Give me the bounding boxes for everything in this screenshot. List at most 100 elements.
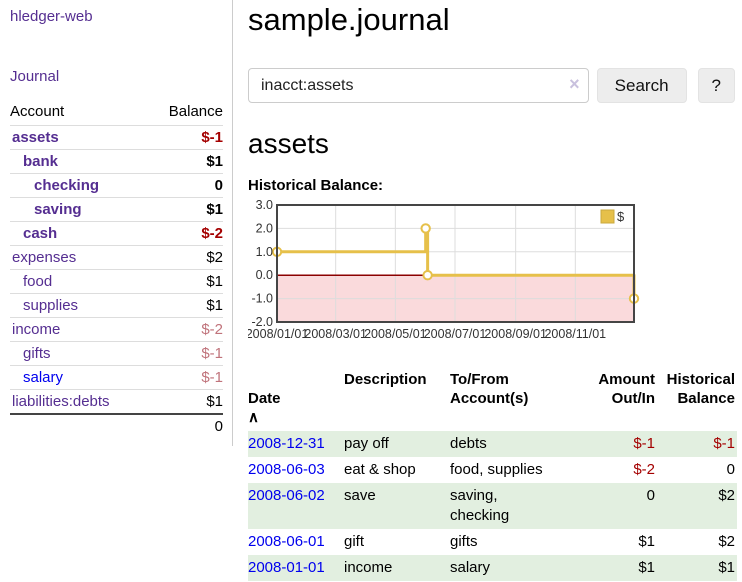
transaction-description-cell: gift (344, 533, 365, 550)
account-balance: $-1 (138, 341, 223, 366)
transaction-description-cell: save (344, 487, 376, 504)
transaction-amount-cell: $-2 (633, 461, 655, 478)
account-balance: $-2 (138, 221, 223, 246)
account-row: cash $-2 (10, 221, 223, 246)
account-balance: $2 (138, 245, 223, 270)
sidebar-item-journal[interactable]: Journal (10, 68, 60, 85)
register-header-date[interactable]: Date ∧ (248, 390, 281, 426)
account-link[interactable]: assets (12, 129, 59, 146)
transaction-balance-cell: $2 (718, 487, 735, 504)
search-input[interactable] (248, 68, 589, 103)
sidebar: hledger-web Journal Account Balance asse… (0, 0, 233, 446)
register-table: Date ∧ Description To/From Account(s) Am… (248, 368, 737, 581)
legend-label: $ (617, 209, 625, 224)
account-balance: $-1 (138, 125, 223, 150)
account-link[interactable]: food (23, 273, 53, 290)
svg-text:2008/07/01: 2008/07/01 (424, 327, 487, 341)
account-link[interactable]: expenses (12, 249, 77, 266)
page-title: sample.journal (248, 2, 450, 37)
svg-text:2.0: 2.0 (256, 221, 273, 235)
historical-balance-chart: $3.0 2.0 1.0 0.0 -1.0 -2.0 2008/01/01 2008/03/0… (246, 198, 735, 347)
transaction-row: 2008-12-31 pay off debts $-1 $-1 (248, 431, 737, 457)
transaction-date-link[interactable]: 2008-06-02 (248, 487, 325, 504)
account-balance: $1 (138, 269, 223, 294)
account-link[interactable]: supplies (23, 297, 79, 314)
transaction-balance-cell: $1 (718, 559, 735, 576)
transaction-description-cell: income (344, 559, 393, 576)
account-link[interactable]: income (12, 321, 61, 338)
transaction-date-link[interactable]: 2008-01-01 (248, 559, 325, 576)
transaction-amount-cell: $1 (638, 533, 655, 550)
transaction-accounts-cell: debts (450, 435, 487, 452)
transaction-balance-cell: $2 (718, 533, 735, 550)
transaction-balance-cell: $-1 (713, 435, 735, 452)
account-link[interactable]: saving (34, 201, 82, 218)
account-row: liabilities:debts $1 (10, 389, 223, 415)
account-row: assets $-1 (10, 125, 223, 150)
svg-text:0.0: 0.0 (256, 268, 273, 282)
register-header-amount: Amount Out/In (598, 371, 655, 407)
account-row: food $1 (10, 269, 223, 294)
svg-text:2008/11/01: 2008/11/01 (544, 327, 606, 341)
transaction-description-cell: pay off (344, 435, 389, 452)
transaction-date-cell: 2008-06-03 (248, 457, 344, 483)
account-link[interactable]: gifts (23, 345, 51, 362)
account-row: income $-2 (10, 317, 223, 342)
plot-border (276, 204, 635, 323)
sort-asc-icon: ∧ (248, 409, 259, 426)
account-balance: $-2 (138, 317, 223, 342)
legend-swatch (600, 209, 615, 224)
svg-text:2008/01/01: 2008/01/01 (248, 327, 308, 341)
register-header-accounts: To/From Account(s) (450, 371, 529, 407)
svg-text:1.0: 1.0 (256, 245, 273, 259)
svg-text:2008/05/01: 2008/05/01 (364, 327, 427, 341)
transaction-row: 2008-06-02 save saving, checking 0 $2 (248, 483, 737, 529)
account-link[interactable]: salary (23, 369, 64, 386)
account-link[interactable]: bank (23, 153, 59, 170)
transaction-accounts-cell: saving, checking (450, 487, 510, 524)
account-row: bank $1 (10, 149, 223, 174)
search-help-button[interactable]: ? (697, 68, 735, 103)
search-bar: × Search ? (248, 68, 735, 103)
transaction-date-link[interactable]: 2008-12-31 (248, 435, 325, 452)
account-link[interactable]: checking (34, 177, 100, 194)
transaction-balance-cell: 0 (726, 461, 735, 478)
account-balance: $-1 (138, 365, 223, 390)
chart-title: Historical Balance: (248, 177, 384, 194)
brand-link[interactable]: hledger-web (10, 8, 93, 25)
register-header-description: Description (344, 371, 427, 388)
register-header-row: Date ∧ Description To/From Account(s) Am… (248, 368, 737, 431)
account-link[interactable]: cash (23, 225, 58, 242)
account-link[interactable]: liabilities:debts (12, 393, 110, 410)
svg-text:-2.0: -2.0 (251, 315, 273, 329)
accounts-table: Account Balance assets $-1 bank $1 checking 0… (10, 100, 223, 438)
search-button[interactable]: Search (596, 68, 687, 103)
transaction-amount-cell: 0 (646, 487, 655, 504)
accounts-header-row: Account Balance (10, 100, 223, 126)
account-balance: $1 (138, 149, 223, 174)
transaction-date-link[interactable]: 2008-06-01 (248, 533, 325, 550)
account-heading: assets (248, 128, 329, 159)
account-balance: $1 (138, 293, 223, 318)
account-row: supplies $1 (10, 293, 223, 318)
main-content: sample.journal × Search ? assets Histori… (246, 0, 737, 581)
account-row: checking 0 (10, 173, 223, 198)
data-point (422, 270, 433, 281)
transaction-date-cell: 2008-06-01 (248, 529, 344, 555)
accounts-header-balance: Balance (138, 100, 223, 126)
clear-search-icon[interactable]: × (569, 74, 580, 94)
transaction-date-cell: 2008-12-31 (248, 431, 344, 457)
account-balance: $1 (138, 197, 223, 222)
transaction-date-cell: 2008-01-01 (248, 555, 344, 581)
accounts-total-value: 0 (138, 413, 223, 438)
transaction-row: 2008-06-03 eat & shop food, supplies $-2 0 (248, 457, 737, 483)
transaction-date-link[interactable]: 2008-06-03 (248, 461, 325, 478)
transaction-accounts-cell: salary (450, 559, 491, 576)
svg-text:2008/03/01: 2008/03/01 (304, 327, 367, 341)
svg-text:3.0: 3.0 (256, 199, 273, 212)
account-row: salary $-1 (10, 365, 223, 390)
register-header-balance: Historical Balance (666, 371, 735, 407)
transaction-row: 2008-06-01 gift gifts $1 $2 (248, 529, 737, 555)
svg-text:-1.0: -1.0 (251, 292, 273, 306)
transaction-accounts-cell: food, supplies (450, 461, 543, 478)
